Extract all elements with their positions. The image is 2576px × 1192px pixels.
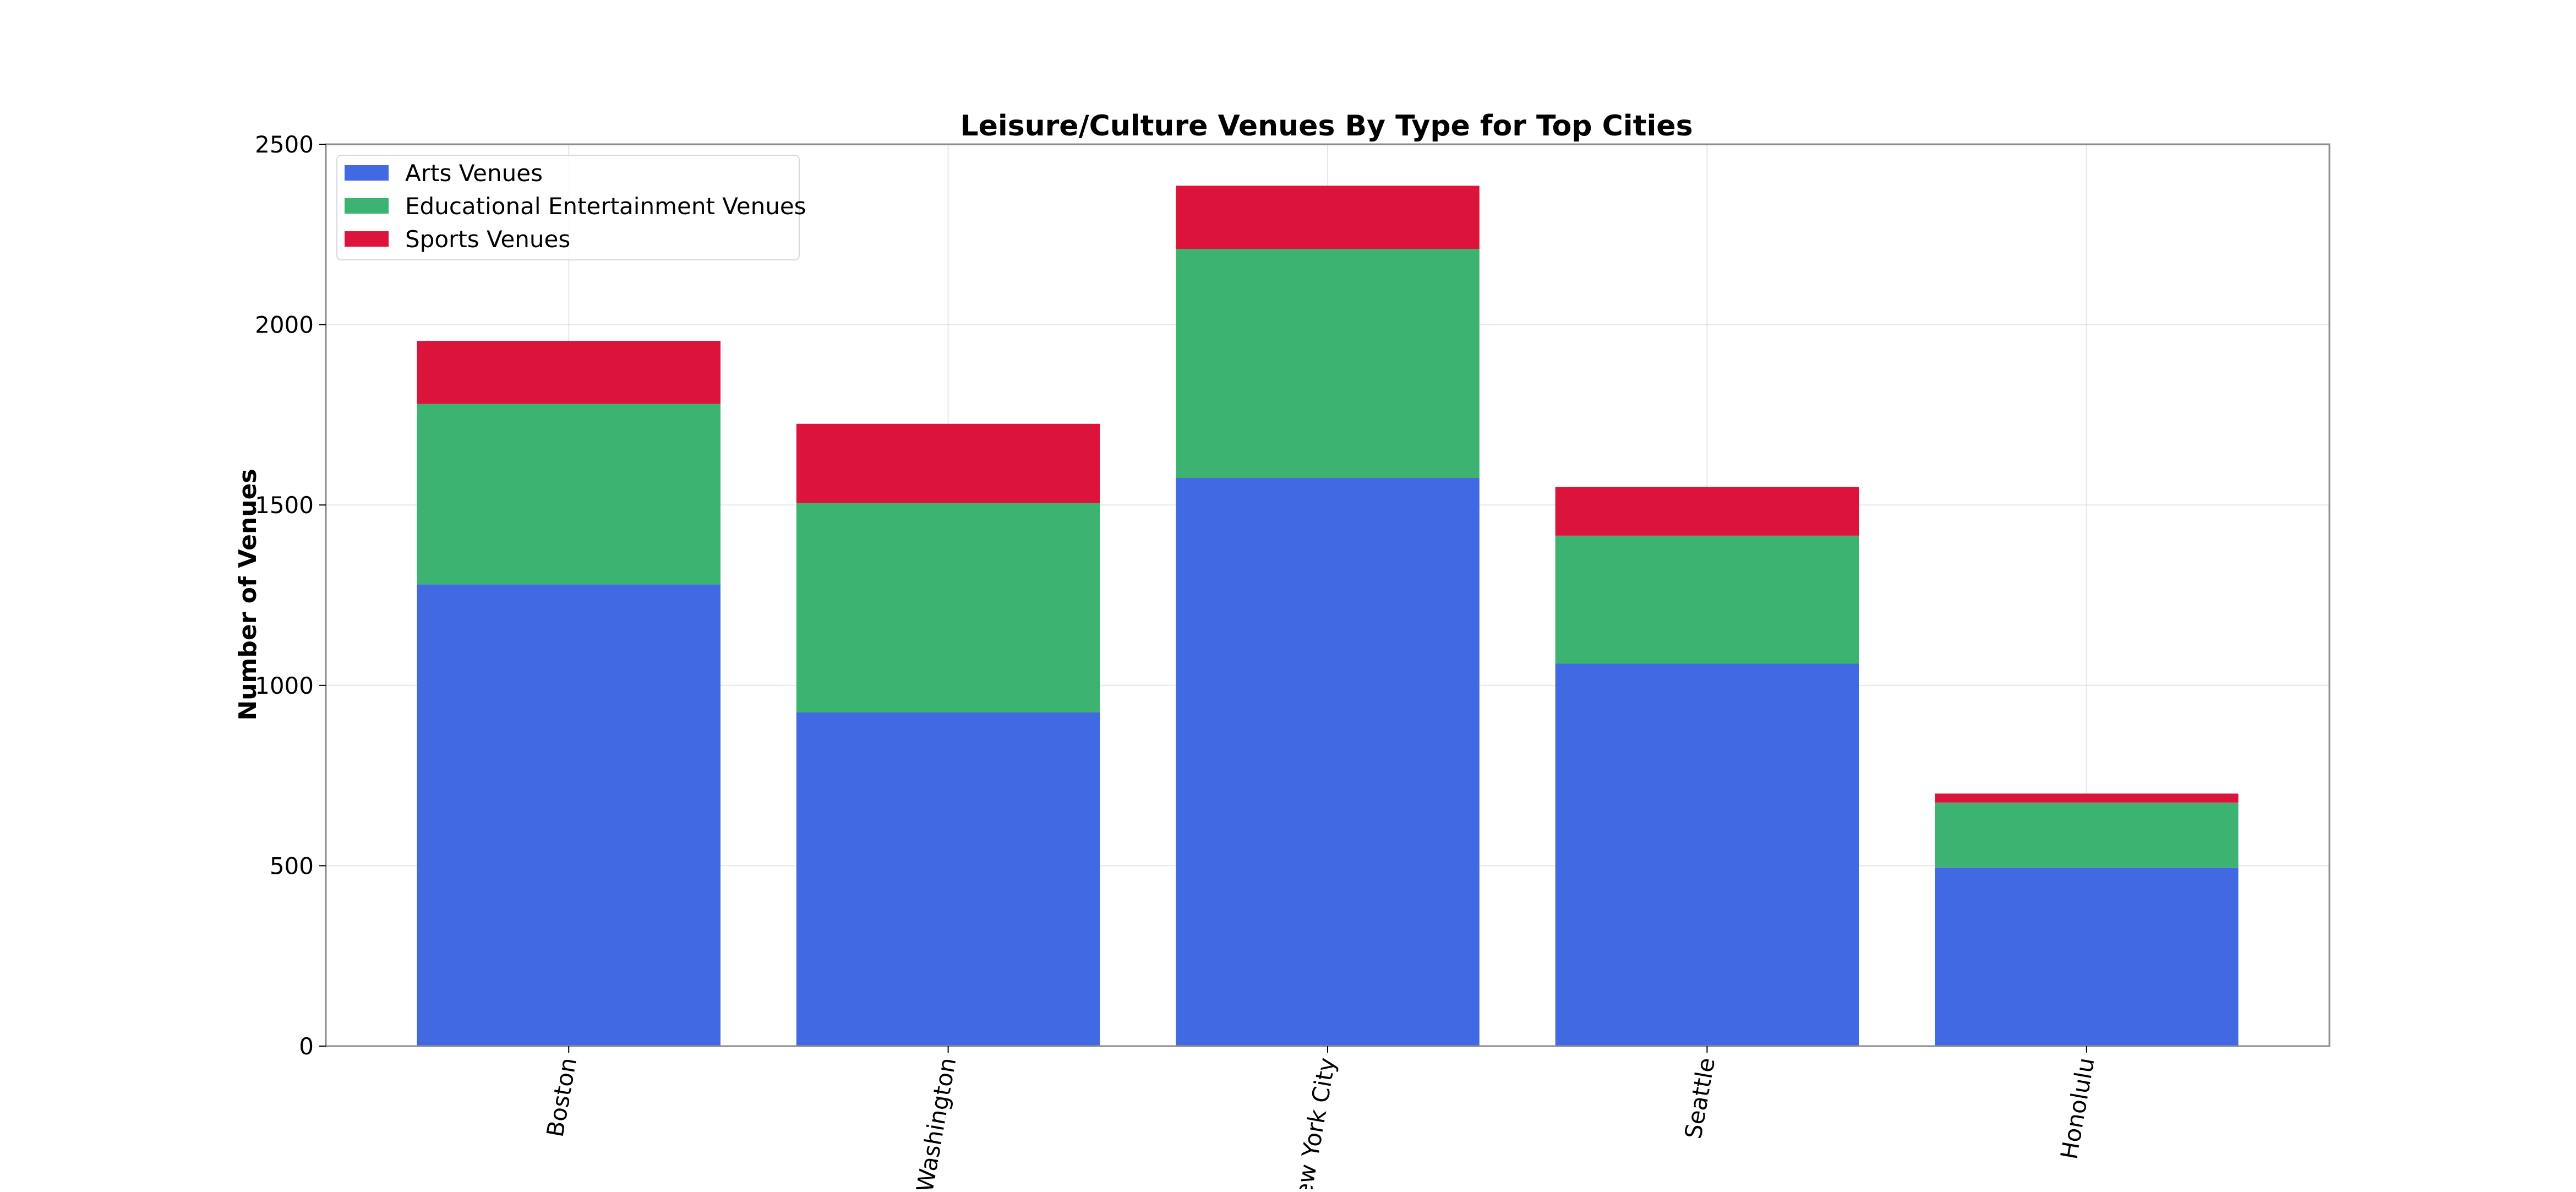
bar-segment [1176, 478, 1480, 1046]
y-tick-label: 2000 [255, 312, 314, 339]
bar-segment [417, 584, 721, 1046]
legend-label: Arts Venues [405, 160, 543, 187]
legend-swatch [345, 165, 389, 181]
y-axis: 0 500 1000 1500 2000 2500 [255, 131, 326, 1060]
x-tick-label: Boston [542, 1055, 582, 1139]
legend-swatch [345, 231, 389, 247]
legend: Arts Venues Educational Entertainment Ven… [336, 155, 806, 260]
bar-segment [417, 341, 721, 404]
chart-title: Leisure/Culture Venues By Type for Top C… [960, 110, 1693, 143]
x-tick-label: Seattle [1679, 1055, 1720, 1141]
x-tick-label: Washington [911, 1055, 961, 1189]
bar-segment [1935, 793, 2239, 803]
y-tick-label: 500 [270, 852, 314, 879]
bars [417, 186, 2239, 1046]
bar-segment [796, 712, 1100, 1046]
bar-segment [1555, 535, 1859, 664]
bar-segment [796, 423, 1100, 503]
bar-segment [1935, 867, 2239, 1046]
x-tick-label: Honolulu [2055, 1055, 2100, 1161]
y-tick-label: 2500 [255, 131, 314, 158]
legend-box [336, 155, 800, 260]
bar-series [417, 249, 2239, 868]
y-tick-label: 0 [299, 1033, 314, 1060]
bar-segment [1555, 663, 1859, 1046]
bar-segment [417, 404, 721, 585]
bar-segment [1935, 802, 2239, 868]
bar-segment [1555, 487, 1859, 536]
bar-segment [1176, 186, 1480, 249]
y-tick-label: 1500 [255, 492, 314, 519]
x-axis: Boston Washington New York City Seattle Hono… [542, 1046, 2100, 1192]
bar-segment [1176, 249, 1480, 478]
bar-series [417, 478, 2239, 1046]
bar-series [417, 186, 2239, 803]
y-tick-label: 1000 [255, 672, 314, 699]
x-tick-label: New York City [1287, 1055, 1341, 1189]
legend-label: Sports Venues [405, 226, 570, 253]
bar-segment [796, 503, 1100, 712]
y-axis-label: Number of Venues [234, 469, 262, 720]
legend-swatch [345, 198, 389, 214]
legend-label: Educational Entertainment Venues [405, 193, 806, 220]
